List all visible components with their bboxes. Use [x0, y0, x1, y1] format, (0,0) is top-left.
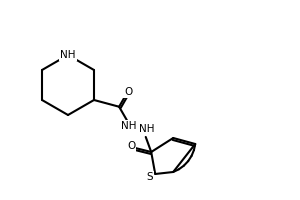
- Text: NH: NH: [121, 121, 137, 131]
- Text: O: O: [124, 87, 132, 97]
- Text: O: O: [127, 141, 135, 151]
- Text: NH: NH: [139, 124, 154, 134]
- Text: NH: NH: [60, 50, 76, 60]
- Text: S: S: [146, 172, 152, 182]
